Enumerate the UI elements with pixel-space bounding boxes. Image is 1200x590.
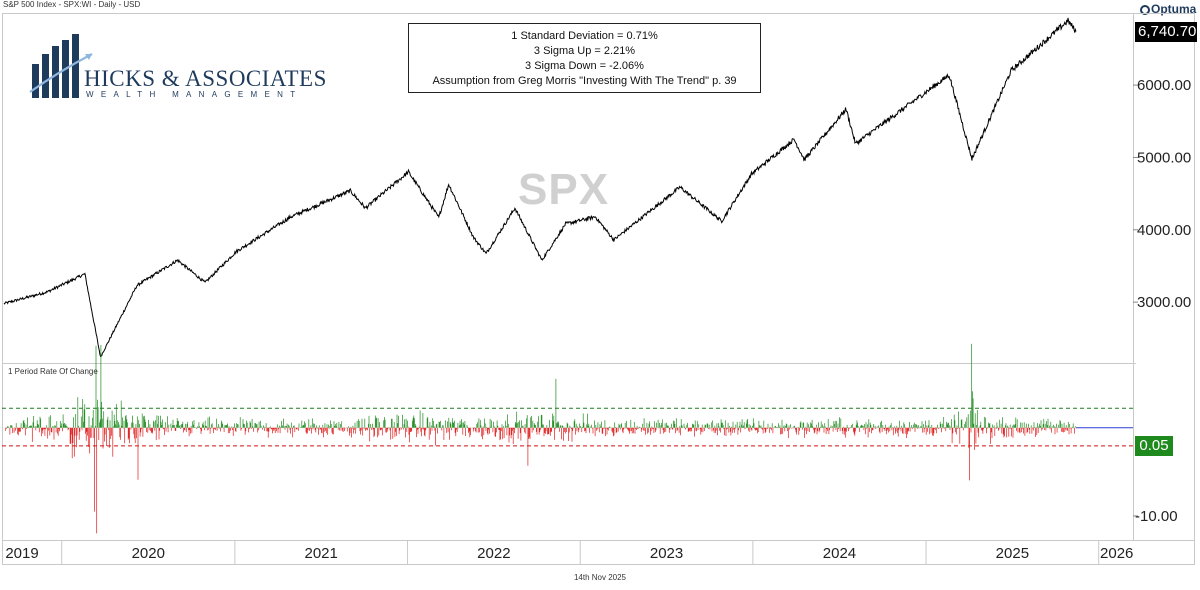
logo-tagline: WEALTH MANAGEMENT xyxy=(86,90,303,99)
price-series-line xyxy=(3,17,1077,358)
chart-header-title: S&P 500 Index - SPX:WI - Daily - USD xyxy=(3,0,141,9)
price-axis-tick-label: 4000.00 xyxy=(1137,222,1191,239)
roc-axis-tick-label: -10.00 xyxy=(1135,508,1178,525)
annotation-line: Assumption from Greg Morris "Investing W… xyxy=(432,75,737,87)
optuma-logo: Optuma xyxy=(1140,2,1196,16)
year-label: 2023 xyxy=(650,545,683,562)
roc-last-value-label: 0.05 xyxy=(1135,436,1173,456)
year-label: 2022 xyxy=(477,545,510,562)
chart-frame xyxy=(2,13,1195,565)
chart-date-footer: 14th Nov 2025 xyxy=(573,573,627,582)
annotation-line: 3 Sigma Up = 2.21% xyxy=(533,45,636,57)
last-price-label: 6,740.70 xyxy=(1135,22,1197,42)
year-label: 2019 xyxy=(5,545,38,562)
year-label: 2021 xyxy=(305,545,338,562)
sigma-annotation-box: 1 Standard Deviation = 0.71% 3 Sigma Up … xyxy=(408,23,761,93)
year-label: 2025 xyxy=(996,545,1029,562)
year-label: 2020 xyxy=(132,545,165,562)
company-logo: HICKS & ASSOCIATES WEALTH MANAGEMENT xyxy=(28,32,326,102)
price-axis-line xyxy=(1133,13,1134,540)
time-axis-divider xyxy=(2,540,1195,541)
year-label: 2026 xyxy=(1100,545,1133,562)
panel-divider xyxy=(2,363,1136,364)
year-label: 2024 xyxy=(823,545,856,562)
roc-panel-title: 1 Period Rate Of Change xyxy=(8,367,98,376)
logo-bars-icon xyxy=(29,34,93,98)
price-axis-tick-label: 5000.00 xyxy=(1137,149,1191,166)
optuma-logo-icon xyxy=(1140,5,1150,15)
vendor-name: Optuma xyxy=(1151,2,1197,16)
price-axis-tick-label: 6000.00 xyxy=(1137,77,1191,94)
logo-name: HICKS & ASSOCIATES xyxy=(84,66,327,91)
symbol-watermark: SPX xyxy=(518,165,610,214)
annotation-line: 1 Standard Deviation = 0.71% xyxy=(511,30,658,42)
price-axis-tick-label: 3000.00 xyxy=(1137,294,1191,311)
annotation-line: 3 Sigma Down = -2.06% xyxy=(525,60,644,72)
